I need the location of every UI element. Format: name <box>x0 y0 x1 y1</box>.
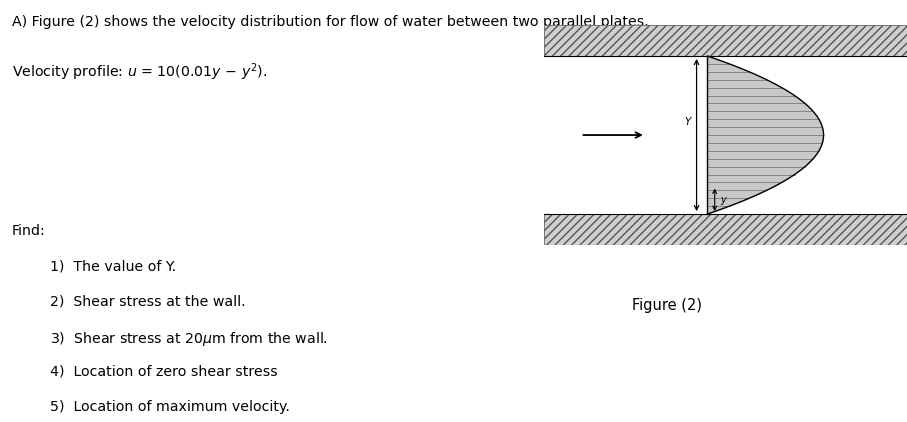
Text: 3)  Shear stress at 20$\mu$m from the wall.: 3) Shear stress at 20$\mu$m from the wal… <box>50 330 327 348</box>
Text: Find:: Find: <box>12 224 45 238</box>
Bar <box>544 25 907 56</box>
Bar <box>544 214 907 245</box>
Text: Figure (2): Figure (2) <box>631 298 702 313</box>
Text: 4)  Location of zero shear stress: 4) Location of zero shear stress <box>50 365 278 379</box>
Text: 5)  Location of maximum velocity.: 5) Location of maximum velocity. <box>50 400 289 414</box>
Text: A) Figure (2) shows the velocity distribution for flow of water between two para: A) Figure (2) shows the velocity distrib… <box>12 15 649 29</box>
Text: 2)  Shear stress at the wall.: 2) Shear stress at the wall. <box>50 295 246 308</box>
Text: y: y <box>720 195 726 205</box>
Bar <box>544 25 907 56</box>
Text: 1)  The value of Y.: 1) The value of Y. <box>50 260 176 273</box>
Bar <box>544 214 907 245</box>
Text: Velocity profile: $u$ = 10(0.01$y$ $-$ $y^2$).: Velocity profile: $u$ = 10(0.01$y$ $-$ $… <box>12 61 267 83</box>
Text: Y: Y <box>685 117 691 127</box>
